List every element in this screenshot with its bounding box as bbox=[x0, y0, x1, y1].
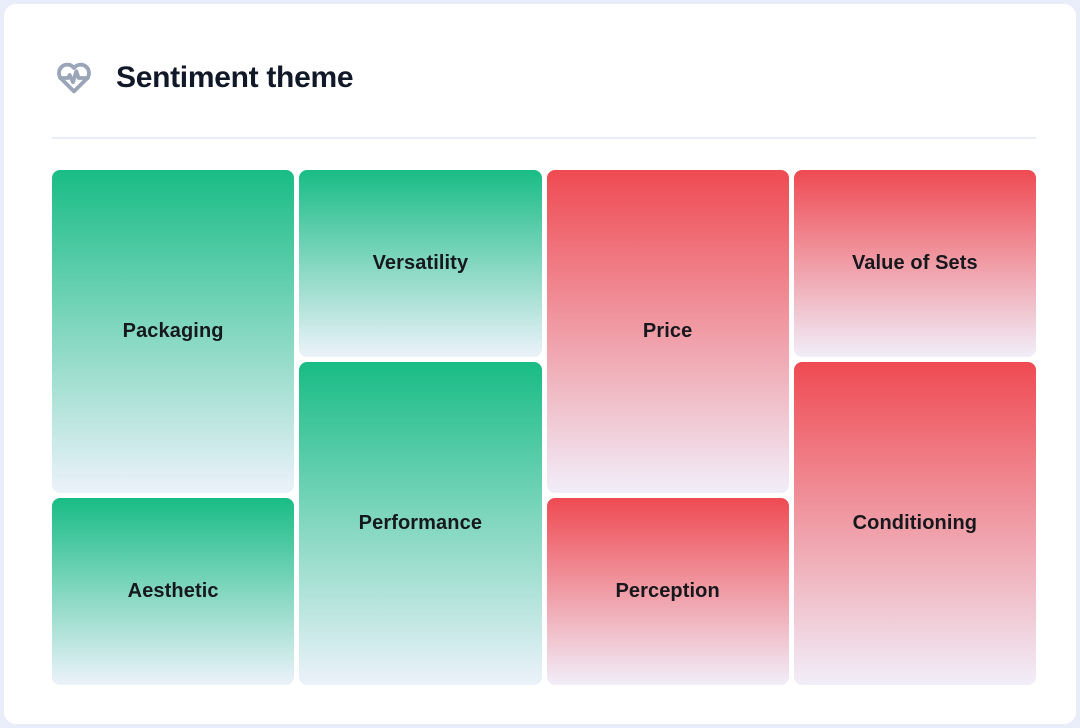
tile-label: Aesthetic bbox=[127, 580, 219, 602]
tile-label: Price bbox=[642, 320, 693, 342]
tile-label: Value of Sets bbox=[851, 252, 978, 274]
tile-label: Packaging bbox=[122, 320, 224, 342]
card-header: Sentiment theme bbox=[54, 58, 354, 98]
tile-label: Conditioning bbox=[852, 512, 978, 534]
heart-pulse-icon bbox=[54, 58, 94, 98]
tile-label: Performance bbox=[358, 512, 483, 534]
treemap-column: Price Perception bbox=[546, 170, 789, 685]
treemap-tile-packaging[interactable]: Packaging bbox=[52, 170, 295, 493]
page-title: Sentiment theme bbox=[116, 61, 354, 94]
treemap-tile-value-of-sets[interactable]: Value of Sets bbox=[793, 170, 1036, 357]
treemap-tile-price[interactable]: Price bbox=[546, 170, 789, 493]
tile-label: Perception bbox=[615, 580, 720, 602]
treemap-column: Value of Sets Conditioning bbox=[793, 170, 1036, 685]
treemap-column: Versatility Performance bbox=[299, 170, 542, 685]
treemap-tile-aesthetic[interactable]: Aesthetic bbox=[52, 498, 295, 685]
treemap-tile-perception[interactable]: Perception bbox=[546, 498, 789, 685]
sentiment-treemap: Packaging Aesthetic Versatility Performa… bbox=[52, 170, 1036, 685]
treemap-column: Packaging Aesthetic bbox=[52, 170, 295, 685]
treemap-tile-conditioning[interactable]: Conditioning bbox=[793, 362, 1036, 685]
sentiment-theme-card: Sentiment theme Packaging Aesthetic Vers… bbox=[4, 4, 1076, 724]
tile-label: Versatility bbox=[372, 252, 469, 274]
treemap-tile-versatility[interactable]: Versatility bbox=[299, 170, 542, 357]
header-divider bbox=[52, 137, 1036, 139]
treemap-tile-performance[interactable]: Performance bbox=[299, 362, 542, 685]
